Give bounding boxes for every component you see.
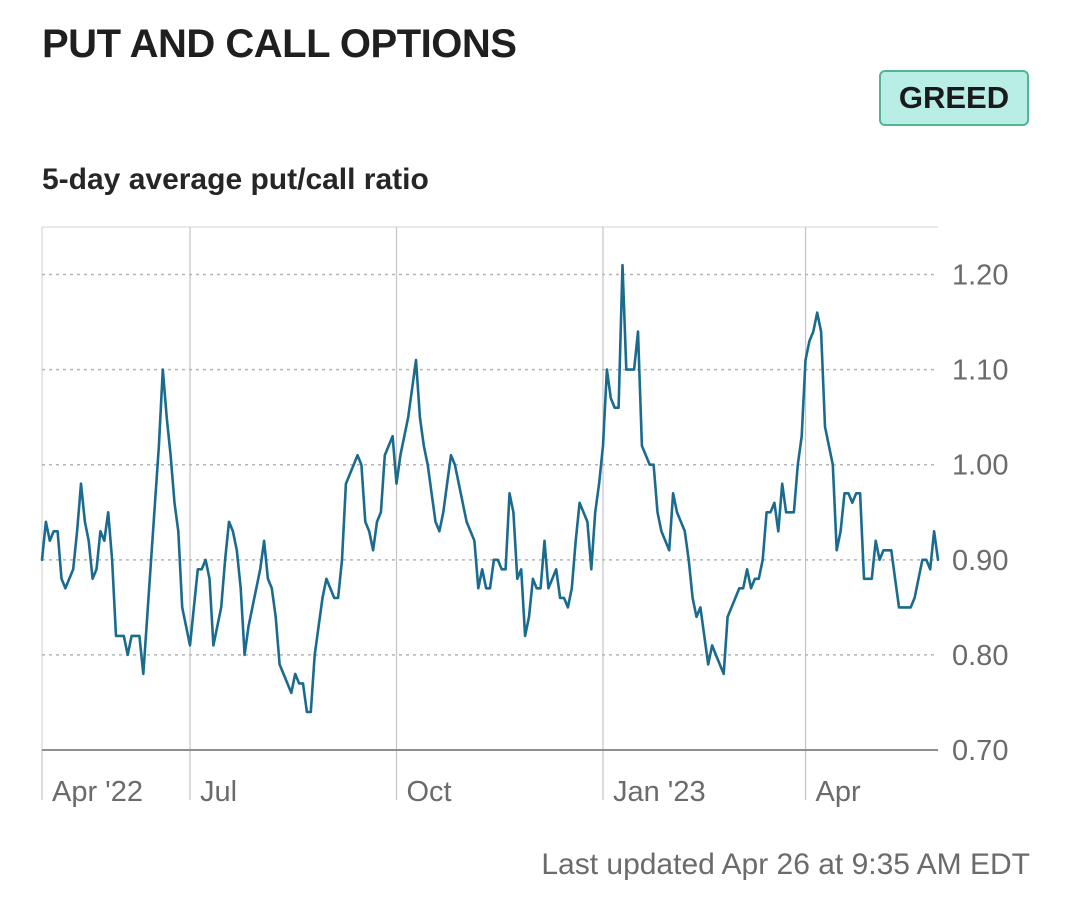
x-tick-label: Oct bbox=[407, 776, 452, 808]
x-tick-label: Apr '22 bbox=[52, 776, 143, 808]
put-call-ratio-line bbox=[40, 263, 940, 714]
sentiment-badge: GREED bbox=[879, 70, 1029, 126]
y-tick-label: 0.70 bbox=[952, 735, 1008, 767]
x-tick-label: Apr bbox=[816, 776, 861, 808]
chart-subtitle: 5-day average put/call ratio bbox=[42, 163, 429, 196]
y-tick-label: 1.10 bbox=[952, 355, 1008, 387]
y-tick-label: 1.20 bbox=[952, 260, 1008, 292]
y-tick-label: 0.90 bbox=[952, 545, 1008, 577]
last-updated-text: Last updated Apr 26 at 9:35 AM EDT bbox=[541, 848, 1030, 881]
page-title: PUT AND CALL OPTIONS bbox=[42, 22, 517, 66]
x-tick-label: Jul bbox=[200, 776, 237, 808]
x-tick-label: Jan '23 bbox=[613, 776, 706, 808]
y-tick-label: 1.00 bbox=[952, 450, 1008, 482]
y-tick-label: 0.80 bbox=[952, 640, 1008, 672]
